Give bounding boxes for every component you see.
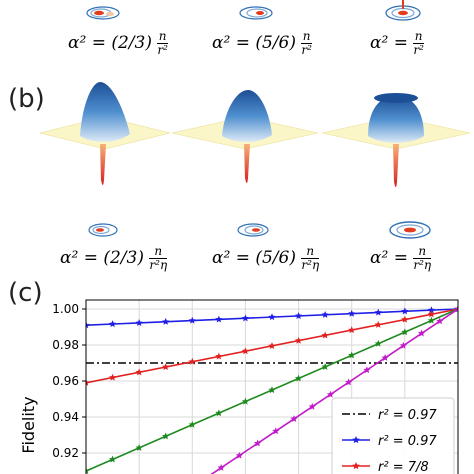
legend-label: r² = 0.97 [378,408,437,423]
legend-marker [352,462,360,470]
legend-label: r² = 0.97 [378,434,437,449]
data-point-4 [399,341,407,349]
data-point-1 [374,308,382,316]
formula-a2: α² = (5/6) n r² [212,29,312,57]
contour-icon-b1 [88,223,118,237]
data-point-3 [108,455,117,463]
data-point-1 [321,310,329,318]
contour-icon-a3 [385,0,421,21]
data-point-1 [108,320,117,328]
data-point-2 [86,379,90,386]
data-point-4 [326,390,335,398]
data-point-2 [374,321,382,328]
data-point-4 [308,402,316,410]
data-point-1 [215,315,223,323]
data-point-3 [321,363,329,370]
data-point-2 [108,373,117,381]
data-point-2 [188,357,196,365]
panel-b-surfaces [39,82,471,187]
data-point-2 [427,310,436,318]
contour-icon-a1 [86,6,120,20]
data-point-2 [401,315,409,323]
row-b-contour-icons [88,221,431,239]
legend-box [331,397,455,474]
data-point-4 [217,463,225,471]
data-point-1 [241,314,250,322]
y-tick-label: 0.98 [52,338,79,352]
data-point-4 [381,354,389,361]
formula-b2: α² = (5/6) n r²η [212,244,320,272]
data-point-4 [436,317,444,325]
plot-frame [85,299,459,474]
data-point-2 [348,326,356,334]
panel-c-label: (c) [8,278,43,308]
data-point-2 [241,347,250,355]
data-point-4 [454,305,458,313]
data-point-4 [417,329,426,337]
contour-icon-a2 [239,6,273,20]
y-axis-label: Fidelity [19,396,38,453]
wigner-surface-3 [321,93,471,187]
data-point-1 [162,317,170,325]
data-point-3 [294,374,303,382]
data-point-4 [253,439,262,447]
data-point-1 [294,312,303,320]
data-point-4 [290,415,298,422]
data-point-2 [268,342,276,349]
data-point-2 [215,352,223,360]
data-point-2 [294,336,303,344]
data-point-3 [215,409,223,417]
data-point-3 [86,467,90,474]
data-point-2 [162,363,170,371]
contour-icon-b2 [237,223,269,237]
y-tick-label: 0.92 [52,446,79,460]
data-point-3 [135,444,143,451]
data-point-3 [162,432,170,440]
y-tick-label: 0.96 [52,374,79,388]
data-point-3 [427,316,436,324]
y-tick-label: 0.94 [52,410,79,424]
data-point-1 [268,313,276,321]
data-point-1 [348,309,356,317]
data-point-1 [188,316,196,324]
formula-b3: α² = n r²η [370,244,432,272]
contour-icon-b3 [389,221,431,239]
data-point-1 [135,319,143,326]
data-point-4 [345,378,353,386]
data-point-4 [235,451,243,459]
data-point-4 [272,427,280,435]
data-point-1 [401,307,409,315]
legend-marker [352,436,360,444]
data-point-3 [348,351,356,359]
data-point-3 [188,420,196,428]
data-point-2 [321,331,329,339]
data-point-2 [135,368,143,376]
formula-b1: α² = (2/3) n r²η [60,244,168,272]
legend-label: r² = 7/8 [378,460,429,474]
formula-a3: α² = n r² [370,29,424,57]
data-point-3 [241,397,250,405]
data-point-3 [401,328,409,336]
data-point-4 [363,366,371,374]
wigner-surface-2 [171,90,319,183]
wigner-surface-1 [39,82,171,185]
y-tick-label: 1.00 [52,302,79,316]
data-point-1 [86,321,90,329]
data-point-3 [374,339,382,347]
data-point-3 [268,386,276,394]
formula-a1: α² = (2/3) n r² [68,29,168,57]
data-point-1 [427,306,436,314]
panel-b-label: (b) [8,84,45,114]
row-a-contour-icons [86,0,421,21]
